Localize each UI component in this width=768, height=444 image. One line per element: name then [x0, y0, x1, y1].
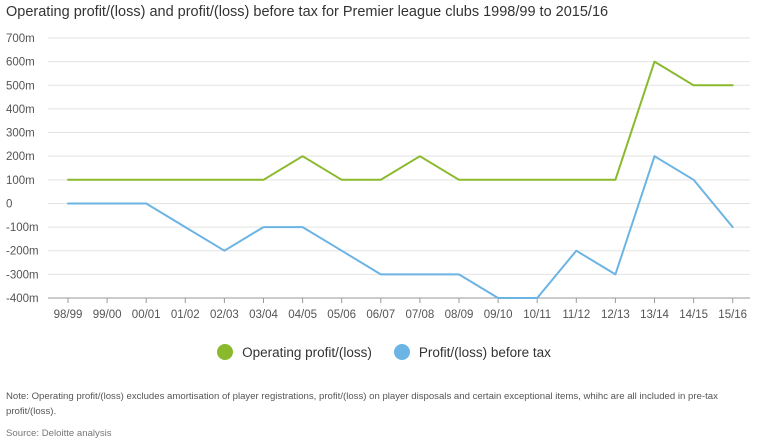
y-tick-label: 700m — [6, 33, 35, 45]
x-tick-label: 04/05 — [288, 309, 317, 321]
chart-title: Operating profit/(loss) and profit/(loss… — [6, 4, 609, 20]
chart-legend: Operating profit/(loss) Profit/(loss) be… — [0, 344, 768, 360]
line-chart: 700m 600m 500m 400m 300m 200m 100m 0 -100m -200m -… — [6, 33, 750, 321]
x-tick-label: 13/14 — [640, 309, 669, 321]
x-tick-label: 00/01 — [132, 309, 161, 321]
x-tick-label: 03/04 — [249, 309, 278, 321]
y-tick-label: -200m — [6, 246, 39, 258]
y-tick-label: 200m — [6, 151, 35, 163]
x-tick-label: 09/10 — [484, 309, 513, 321]
legend-label-pretax: Profit/(loss) before tax — [418, 344, 551, 360]
x-tick-label: 05/06 — [327, 309, 356, 321]
x-tick-label: 98/99 — [54, 309, 83, 321]
legend-item-pretax[interactable]: Profit/(loss) before tax — [393, 344, 551, 360]
y-tick-label: -300m — [6, 269, 39, 281]
legend-item-operating[interactable]: Operating profit/(loss) — [217, 344, 372, 360]
x-tick-label: 08/09 — [445, 309, 474, 321]
x-tick-label: 99/00 — [93, 309, 122, 321]
series-line-operating-profit — [67, 60, 734, 181]
chart-source: Source: Deloitte analysis — [6, 428, 112, 439]
x-tick-label: 12/13 — [601, 309, 630, 321]
legend-marker-pretax — [393, 344, 410, 360]
x-tick-label: 06/07 — [366, 309, 395, 321]
y-tick-label: 400m — [6, 104, 35, 116]
x-tick-label: 01/02 — [171, 309, 200, 321]
x-tick-label: 11/12 — [562, 309, 590, 321]
y-tick-label: 500m — [6, 80, 35, 92]
y-tick-label: 300m — [6, 128, 35, 140]
y-tick-label: -100m — [6, 222, 39, 234]
legend-marker-operating — [217, 344, 234, 360]
y-tick-label: 0 — [6, 198, 12, 210]
series-line-profit-before-tax — [67, 155, 734, 299]
y-tick-label: 600m — [6, 57, 35, 69]
x-tick-label: 10/11 — [523, 309, 551, 321]
x-tick-label: 02/03 — [210, 309, 239, 321]
x-tick-label: 07/08 — [406, 309, 435, 321]
legend-label-operating: Operating profit/(loss) — [242, 344, 372, 360]
chart-note: Note: Operating profit/(loss) excludes a… — [6, 391, 718, 417]
x-tick-label: 15/16 — [718, 309, 747, 321]
y-tick-label: -400m — [6, 293, 39, 305]
x-tick-label: 14/15 — [679, 309, 708, 321]
y-tick-label: 100m — [6, 175, 35, 187]
